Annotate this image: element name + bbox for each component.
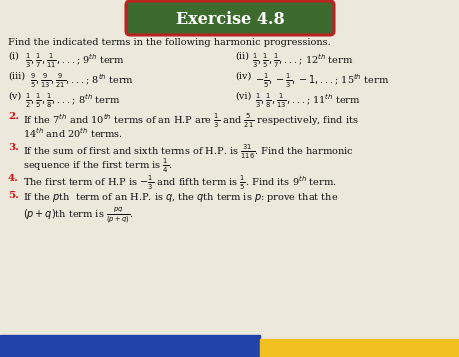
- Bar: [0, 335, 259, 357]
- Text: $\frac{1}{3},\frac{1}{8},\frac{1}{13},...$; 11$^{th}$ term: $\frac{1}{3},\frac{1}{8},\frac{1}{13},..…: [254, 92, 360, 110]
- Text: (vi): (vi): [235, 92, 251, 101]
- Text: $\frac{1}{2},\frac{1}{5},\frac{1}{8},...$; 8$^{th}$ term: $\frac{1}{2},\frac{1}{5},\frac{1}{8},...…: [25, 92, 120, 110]
- Text: 5.: 5.: [8, 191, 19, 200]
- Text: $\frac{1}{3},\frac{1}{5},\frac{1}{7},...$; 12$^{th}$ term: $\frac{1}{3},\frac{1}{5},\frac{1}{7},...…: [252, 52, 353, 70]
- Text: (i): (i): [8, 52, 19, 61]
- Text: $\frac{1}{3},\frac{1}{7},\frac{1}{11},...$; 9$^{th}$ term: $\frac{1}{3},\frac{1}{7},\frac{1}{11},..…: [25, 52, 124, 70]
- Text: (v): (v): [8, 92, 21, 101]
- Text: If the 7$^{th}$ and 10$^{th}$ terms of an H.P are $\frac{1}{3}$ and $\frac{5}{21: If the 7$^{th}$ and 10$^{th}$ terms of a…: [23, 112, 358, 130]
- Text: (iii): (iii): [8, 72, 25, 81]
- Text: 3.: 3.: [8, 143, 19, 152]
- Text: 4.: 4.: [8, 174, 19, 183]
- Bar: [259, 339, 459, 357]
- Text: If the $p$th  term of an H.P. is $q$, the $q$th term is $p$: prove that the: If the $p$th term of an H.P. is $q$, the…: [23, 191, 338, 204]
- Text: 14$^{th}$ and 20$^{th}$ terms.: 14$^{th}$ and 20$^{th}$ terms.: [23, 126, 123, 140]
- Text: $-\frac{1}{5},-\frac{1}{3},-1,...$; 15$^{th}$ term: $-\frac{1}{5},-\frac{1}{3},-1,...$; 15$^…: [254, 72, 388, 90]
- Text: 2.: 2.: [8, 112, 19, 121]
- Text: The first term of H.P is $-\frac{1}{3}$ and fifth term is $\frac{1}{5}$. Find it: The first term of H.P is $-\frac{1}{3}$ …: [23, 174, 336, 192]
- FancyBboxPatch shape: [126, 1, 333, 35]
- Text: (iv): (iv): [235, 72, 251, 81]
- Text: If the sum of first and sixth terms of H.P. is $\frac{31}{116}$. Find the harmon: If the sum of first and sixth terms of H…: [23, 143, 353, 161]
- Text: Find the indicated terms in the following harmonic progressions.: Find the indicated terms in the followin…: [8, 38, 330, 47]
- Text: sequence if the first term is $\frac{1}{4}$.: sequence if the first term is $\frac{1}{…: [23, 157, 172, 175]
- Text: (ii): (ii): [235, 52, 248, 61]
- Text: $\frac{9}{5},\frac{9}{13},\frac{9}{21},...$; 8$^{th}$ term: $\frac{9}{5},\frac{9}{13},\frac{9}{21},.…: [30, 72, 134, 90]
- Text: $(p+q)$th term is $\frac{pq}{(p+q)}$.: $(p+q)$th term is $\frac{pq}{(p+q)}$.: [23, 205, 134, 225]
- Text: Exercise 4.8: Exercise 4.8: [175, 10, 284, 27]
